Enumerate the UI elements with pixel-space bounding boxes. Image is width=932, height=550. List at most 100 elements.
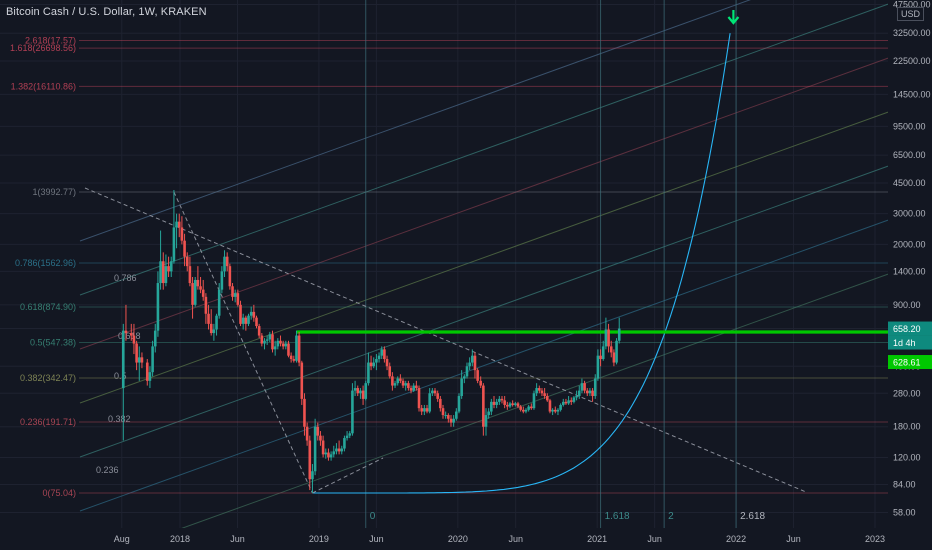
candle-body — [279, 340, 282, 344]
candle-body — [500, 398, 504, 401]
candle-body — [300, 362, 304, 399]
candle-body — [140, 357, 144, 363]
candle-body — [393, 383, 397, 386]
candle-body — [377, 355, 381, 360]
candle-body — [343, 438, 346, 449]
parabolic-curve — [312, 33, 731, 494]
candle-body — [567, 400, 570, 404]
candle-body — [271, 334, 274, 350]
candle-body — [409, 388, 413, 391]
candle-body — [572, 397, 576, 402]
candle-body — [532, 393, 536, 409]
descending-trendline — [84, 187, 807, 493]
candle-body — [247, 315, 250, 324]
time-tick-label: 2022 — [726, 534, 746, 544]
candle-body — [215, 315, 218, 330]
candle-body — [327, 452, 330, 458]
candle-body — [185, 256, 189, 267]
candle-body — [276, 340, 280, 347]
candle-body — [281, 343, 285, 347]
price-tick-label: 9500.00 — [893, 121, 926, 131]
candle-body — [332, 451, 336, 455]
fib-level-label-1-3992-77: 1(3992.77) — [32, 187, 76, 197]
candle-body — [447, 415, 450, 419]
candle-body — [308, 440, 312, 480]
candle-body — [465, 366, 469, 377]
price-axis[interactable]: 47500.00 32500.00 22500.00 14500.00 9500.00 6… — [888, 0, 932, 550]
candle-body — [537, 388, 541, 391]
candle-body — [503, 400, 506, 405]
time-tick-label: Jun — [647, 534, 662, 544]
candle-body — [153, 330, 157, 347]
candle-body — [180, 227, 184, 241]
target-arrow-icon — [727, 10, 740, 25]
candle-body — [471, 355, 474, 363]
candle-body — [599, 355, 602, 360]
candle-body — [514, 403, 517, 405]
price-tick-label: 32500.00 — [893, 28, 931, 38]
candle-body — [428, 393, 431, 412]
candle-body — [551, 409, 554, 412]
candle-body — [161, 261, 165, 284]
fib-level-label-0-75-04: 0(75.04) — [42, 488, 76, 498]
candle-body — [369, 362, 373, 367]
price-tick-label: 22500.00 — [893, 56, 931, 66]
candle-body — [516, 403, 520, 407]
fan-line-left — [173, 191, 313, 494]
candle-body — [303, 398, 306, 427]
candle-body — [212, 329, 216, 334]
channel-label-0-786: 0.786 — [114, 273, 137, 283]
candle-body — [292, 359, 296, 361]
candle-body — [588, 390, 592, 394]
candle-body — [436, 393, 439, 399]
candle-body — [372, 362, 376, 367]
candle-body — [441, 408, 445, 416]
candle-body — [401, 380, 405, 386]
candle-body — [196, 279, 200, 287]
candles — [121, 189, 621, 494]
candle-body — [591, 390, 594, 397]
candle-body — [522, 409, 525, 412]
fib-level-label-1-382-16110-86: 1.382(16110.86) — [11, 81, 76, 91]
candle-body — [548, 400, 552, 412]
price-label-box-last-price — [888, 321, 932, 336]
candle-body — [530, 406, 533, 409]
time-tick-label: Jun — [230, 534, 245, 544]
candle-body — [479, 380, 482, 386]
fib-retracement: 0(75.04) 0.236(191.71) 0.382(342.47) 0.5(54… — [10, 36, 888, 498]
channel-line — [79, 111, 889, 404]
time-axis[interactable]: Aug 2018 Jun 2019 Jun 2020 Jun 2021 Jun 2022 Jun 20… — [0, 528, 932, 550]
price-axis-background — [888, 0, 932, 550]
fib-level-label-0-618-874-90: 0.618(874.90) — [20, 302, 76, 312]
price-labels: 658.20 1d 4h 628.61 — [888, 321, 932, 370]
candle-body — [359, 390, 362, 394]
candle-body — [524, 409, 528, 412]
candle-body — [433, 390, 437, 394]
candle-body — [265, 339, 269, 341]
candle-body — [487, 411, 490, 416]
channel-label-0-5: 0.5 — [114, 371, 127, 381]
channel-line — [79, 3, 889, 296]
candle-body — [580, 383, 584, 391]
candle-body — [412, 385, 415, 391]
time-zone-label: 2 — [668, 511, 674, 522]
candle-body — [135, 343, 138, 363]
candle-body — [201, 289, 205, 297]
currency-badge[interactable]: USD — [896, 7, 924, 21]
fib-time-zones: 0 1.618 2 2.618 — [365, 0, 766, 528]
fan-line-right — [312, 457, 384, 494]
price-label-last-price: 658.20 — [893, 324, 921, 334]
candle-body — [460, 378, 463, 397]
candle-body — [217, 289, 221, 316]
time-axis-background — [0, 528, 932, 550]
channel-line — [79, 0, 751, 242]
candle-body — [169, 261, 173, 272]
candle-body — [575, 396, 578, 398]
candle-body — [601, 346, 605, 360]
candle-body — [543, 393, 546, 397]
candle-body — [540, 390, 544, 394]
candle-body — [244, 317, 248, 324]
candle-body — [399, 378, 402, 381]
candle-body — [519, 406, 522, 410]
